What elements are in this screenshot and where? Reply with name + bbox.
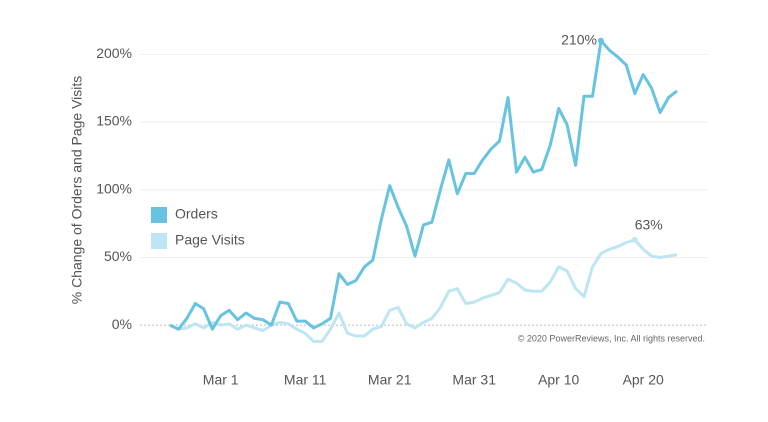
data-label: 210% [561,31,597,47]
series-line [169,39,678,331]
x-tick-label: Mar 11 [284,372,327,388]
y-tick-label: 0% [112,316,132,332]
peak-marker [631,236,638,243]
x-tick-label: Mar 21 [368,372,412,388]
y-tick-label: 100% [96,180,132,196]
legend-swatch [151,207,167,223]
y-axis-label: % Change of Orders and Page Visits [69,76,85,305]
legend-swatch [151,233,167,249]
data-label: 63% [635,217,663,233]
series-line [169,238,678,343]
peak-marker [597,37,604,44]
y-tick-label: 150% [96,113,132,129]
x-tick-label: Mar 31 [452,372,496,388]
x-tick-label: Apr 20 [623,372,664,388]
legend-label: Orders [175,206,218,222]
y-tick-label: 50% [104,248,132,264]
y-tick-label: 200% [96,45,132,61]
x-tick-label: Apr 10 [538,372,579,388]
copyright-note: © 2020 PowerReviews, Inc. All rights res… [518,333,705,343]
x-tick-label: Mar 1 [203,372,239,388]
legend-label: Page Visits [175,232,245,248]
